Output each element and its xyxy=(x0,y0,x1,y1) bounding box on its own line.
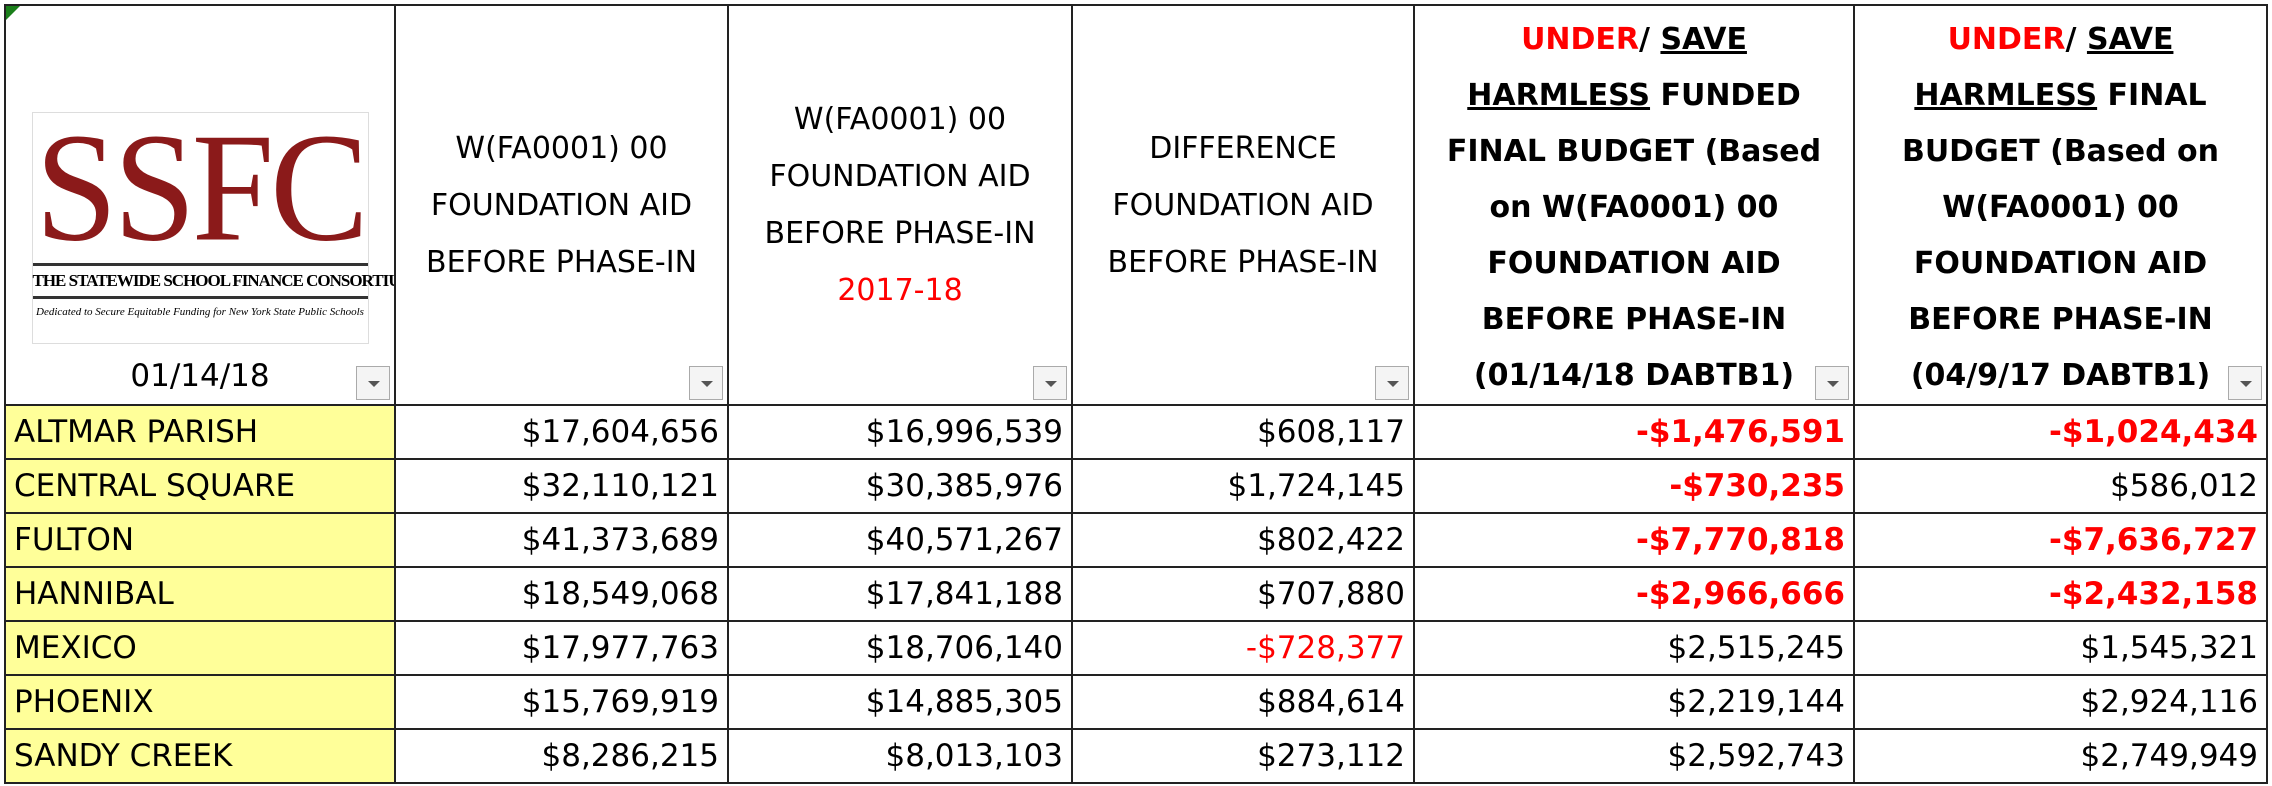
header-text: UNDER xyxy=(1947,22,2066,57)
header-cell: UNDER/ SAVE HARMLESS FINAL BUDGET (Based… xyxy=(1853,4,2268,406)
amount-cell: $707,880 xyxy=(1071,566,1415,622)
header-text: FINAL BUDGET (Based on W(FA0001) 00 FOUN… xyxy=(1901,78,2220,393)
header-cell: W(FA0001) 00 FOUNDATION AID BEFORE PHASE… xyxy=(727,4,1073,406)
amount-cell: $41,373,689 xyxy=(394,512,729,568)
data-row: SANDY CREEK $8,286,215 $8,013,103 $273,112 $… xyxy=(4,728,2268,784)
header-text: 2017-18 xyxy=(837,273,963,308)
filter-button[interactable] xyxy=(356,366,390,400)
header-text: UNDER xyxy=(1521,22,1640,57)
district-name: FULTON xyxy=(4,512,396,568)
header-text: W(FA0001) 00 FOUNDATION AID BEFORE PHASE… xyxy=(764,102,1036,251)
amount-cell: $2,515,245 xyxy=(1413,620,1855,676)
amount-cell: $32,110,121 xyxy=(394,458,729,514)
amount-cell: $16,996,539 xyxy=(727,404,1073,460)
header-text: SAVE xyxy=(1660,22,1747,57)
district-name: SANDY CREEK xyxy=(4,728,396,784)
filter-button[interactable] xyxy=(2228,366,2262,400)
amount-cell: $17,977,763 xyxy=(394,620,729,676)
header-text: / xyxy=(1639,22,1661,57)
amount-cell: $2,592,743 xyxy=(1413,728,1855,784)
amount-cell: $273,112 xyxy=(1071,728,1415,784)
cell-indicator xyxy=(7,7,20,20)
amount-cell: -$2,966,666 xyxy=(1413,566,1855,622)
spreadsheet: SSFC THE STATEWIDE SCHOOL FINANCE CONSOR… xyxy=(4,4,2268,784)
amount-cell: $17,841,188 xyxy=(727,566,1073,622)
header-text: W(FA0001) 00 FOUNDATION AID BEFORE PHASE… xyxy=(425,130,698,280)
header-row: SSFC THE STATEWIDE SCHOOL FINANCE CONSOR… xyxy=(4,4,2268,406)
filter-button[interactable] xyxy=(1815,366,1849,400)
header-cell: DIFFERENCE FOUNDATION AID BEFORE PHASE-I… xyxy=(1071,4,1415,406)
header-text: FUNDED FINAL BUDGET (Based on W(FA0001) … xyxy=(1446,78,1822,393)
amount-cell: $8,286,215 xyxy=(394,728,729,784)
district-name: PHOENIX xyxy=(4,674,396,730)
amount-cell: -$1,024,434 xyxy=(1853,404,2268,460)
logo-initials: SSFC xyxy=(35,101,369,275)
data-row: MEXICO $17,977,763 $18,706,140 -$728,377 $2,… xyxy=(4,620,2268,676)
amount-cell: -$730,235 xyxy=(1413,458,1855,514)
amount-cell: $1,724,145 xyxy=(1071,458,1415,514)
logo-name: THE STATEWIDE SCHOOL FINANCE CONSORTIUM xyxy=(32,263,393,299)
amount-cell: -$7,636,727 xyxy=(1853,512,2268,568)
amount-cell: $18,706,140 xyxy=(727,620,1073,676)
district-name: HANNIBAL xyxy=(4,566,396,622)
date: 01/14/18 xyxy=(130,358,270,394)
amount-cell: $802,422 xyxy=(1071,512,1415,568)
amount-cell: $586,012 xyxy=(1853,458,2268,514)
logo-cell: SSFC THE STATEWIDE SCHOOL FINANCE CONSOR… xyxy=(4,4,396,406)
amount-cell: $18,549,068 xyxy=(394,566,729,622)
header-text: SAVE xyxy=(2086,22,2174,57)
amount-cell: -$728,377 xyxy=(1071,620,1415,676)
amount-cell: $1,545,321 xyxy=(1853,620,2268,676)
amount-cell: $2,749,949 xyxy=(1853,728,2268,784)
amount-cell: $17,604,656 xyxy=(394,404,729,460)
header-cell: W(FA0001) 00 FOUNDATION AID BEFORE PHASE… xyxy=(394,4,729,406)
filter-button[interactable] xyxy=(1033,366,1067,400)
amount-cell: -$7,770,818 xyxy=(1413,512,1855,568)
amount-cell: $40,571,267 xyxy=(727,512,1073,568)
amount-cell: $2,924,116 xyxy=(1853,674,2268,730)
amount-cell: $884,614 xyxy=(1071,674,1415,730)
amount-cell: $8,013,103 xyxy=(727,728,1073,784)
logo-tagline: Dedicated to Secure Equitable Funding fo… xyxy=(36,306,364,318)
data-row: HANNIBAL $18,549,068 $17,841,188 $707,880 -$… xyxy=(4,566,2268,622)
district-name: CENTRAL SQUARE xyxy=(4,458,396,514)
data-row: FULTON $41,373,689 $40,571,267 $802,422 -$7,… xyxy=(4,512,2268,568)
data-row: PHOENIX $15,769,919 $14,885,305 $884,614 $2,… xyxy=(4,674,2268,730)
amount-cell: $15,769,919 xyxy=(394,674,729,730)
header-text: / xyxy=(2065,22,2087,57)
header-text: HARMLESS xyxy=(1467,78,1651,113)
page: SSFC THE STATEWIDE SCHOOL FINANCE CONSOR… xyxy=(0,4,2272,786)
filter-button[interactable] xyxy=(689,366,723,400)
filter-button[interactable] xyxy=(1375,366,1409,400)
amount-cell: -$2,432,158 xyxy=(1853,566,2268,622)
district-name: MEXICO xyxy=(4,620,396,676)
header-cell: UNDER/ SAVE HARMLESS FUNDED FINAL BUDGET… xyxy=(1413,4,1855,406)
data-row: ALTMAR PARISH $17,604,656 $16,996,539 $608,… xyxy=(4,404,2268,460)
data-row: CENTRAL SQUARE $32,110,121 $30,385,976 $1,7… xyxy=(4,458,2268,514)
amount-cell: $30,385,976 xyxy=(727,458,1073,514)
header-text: HARMLESS xyxy=(1914,78,2098,113)
amount-cell: $2,219,144 xyxy=(1413,674,1855,730)
header-text: DIFFERENCE FOUNDATION AID BEFORE PHASE-I… xyxy=(1107,130,1379,280)
logo: SSFC THE STATEWIDE SCHOOL FINANCE CONSOR… xyxy=(31,101,393,344)
amount-cell: -$1,476,591 xyxy=(1413,404,1855,460)
district-name: ALTMAR PARISH xyxy=(4,404,396,460)
amount-cell: $14,885,305 xyxy=(727,674,1073,730)
amount-cell: $608,117 xyxy=(1071,404,1415,460)
